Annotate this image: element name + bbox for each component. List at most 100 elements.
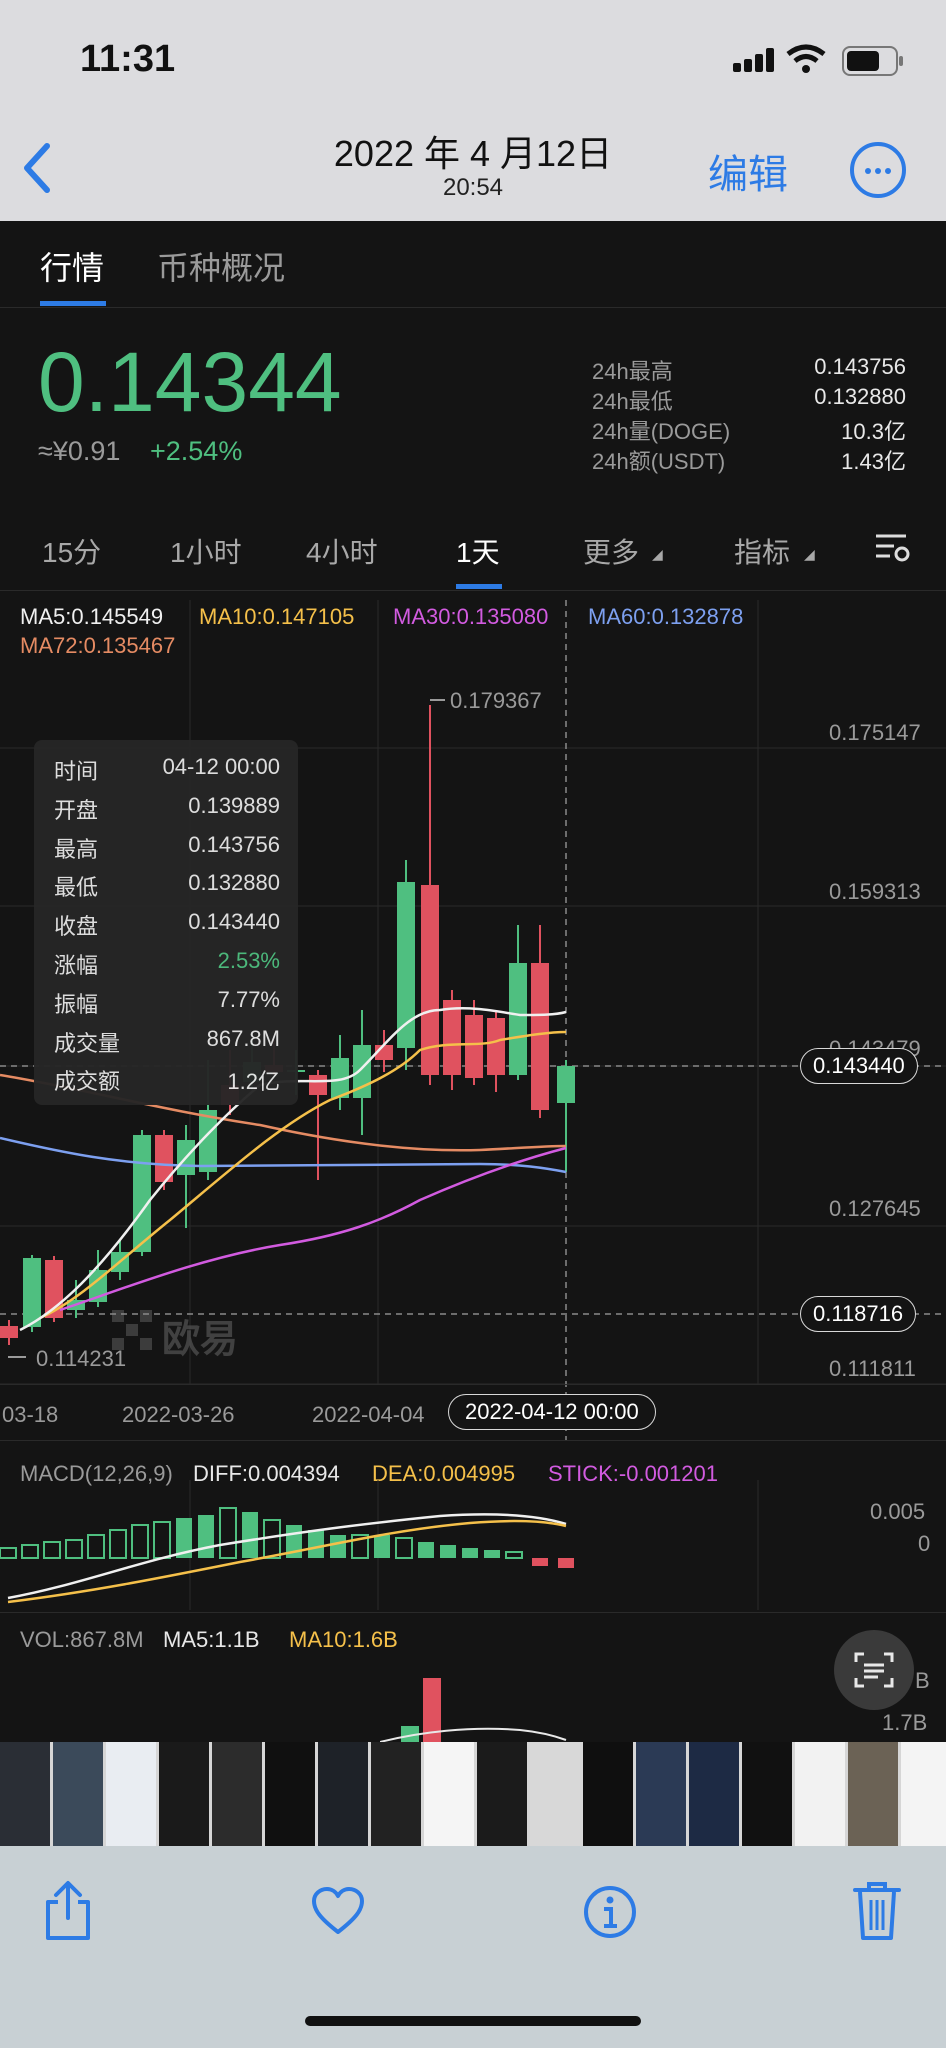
photo-thumbnail[interactable] [106,1742,156,1846]
timeframe-15m[interactable]: 15分 [42,537,102,568]
indicators-caret-icon: ◢ [804,546,815,562]
macd-bar [109,1529,127,1559]
more-options-icon[interactable] [850,142,906,198]
photo-thumbnail[interactable] [0,1742,50,1846]
macd-stick: STICK:-0.001201 [548,1461,718,1486]
photo-thumbnail[interactable] [212,1742,262,1846]
candle-body [0,1326,18,1338]
photo-thumbnail[interactable] [636,1742,686,1846]
photo-thumbnail[interactable] [742,1742,792,1846]
timeframe-4h[interactable]: 4小时 [306,537,378,568]
photo-thumbnail[interactable] [583,1742,633,1846]
stat-value-high: 0.143756 [814,354,906,379]
photo-thumbnail[interactable] [371,1742,421,1846]
live-text-scan-button[interactable] [834,1630,914,1710]
candle-body [421,885,439,1075]
tab-market[interactable]: 行情 [40,250,105,286]
divider [0,1612,946,1613]
stat-value-amount: 1.43亿 [841,449,906,474]
photo-thumbnail[interactable] [265,1742,315,1846]
macd-bar [198,1515,214,1558]
low-mark-label: 0.114231 [36,1346,127,1371]
divider [0,1440,946,1441]
macd-bar [351,1534,369,1559]
text-scan-icon [854,1652,894,1688]
delete-trash-icon[interactable] [852,1878,902,1942]
tooltip-row: 收盘 0.143440 [54,909,280,939]
back-chevron-icon[interactable] [20,142,54,194]
macd-bar [131,1524,149,1559]
date-axis-label: 2022-03-26 [122,1402,235,1427]
candle-body [509,963,527,1075]
photo-thumbnail[interactable] [424,1742,474,1846]
candle-body [443,1000,461,1075]
battery-icon [842,46,903,76]
edit-button[interactable]: 编辑 [708,153,788,197]
price-cny: ≈¥0.91 [38,436,121,466]
watermark-text: 欧易 [162,1319,239,1361]
timeframe-1d[interactable]: 1天 [456,537,500,568]
thumbnail-strip[interactable] [0,1742,946,1846]
vol-title: VOL:867.8M [20,1627,144,1652]
timeframe-1h[interactable]: 1小时 [170,537,242,568]
ma30-line [59,1146,567,1312]
macd-bar [242,1512,258,1558]
share-icon[interactable] [42,1880,94,1942]
candle-body [199,1110,217,1172]
candle-body [487,1018,505,1075]
cellular-signal-icon [733,48,775,72]
photo-thumbnail[interactable] [689,1742,739,1846]
photo-time: 20:54 [442,174,504,201]
vol-ma5: MA5:1.1B [163,1627,260,1652]
macd-bar [330,1535,346,1558]
photo-thumbnail[interactable] [530,1742,580,1846]
macd-diff: DIFF:0.004394 [193,1461,340,1486]
stat-label-low: 24h最低 [592,389,673,414]
divider [0,307,946,308]
date-axis-label: 2022-04-04 [312,1402,425,1427]
macd-bar [440,1545,456,1558]
date-axis-label: 03-18 [2,1402,59,1427]
price-axis-label: 0.111811 [829,1356,916,1381]
macd-bar [484,1550,500,1558]
indicators-button[interactable]: 指标 [734,537,791,568]
photo-thumbnail[interactable] [795,1742,845,1846]
macd-bar [462,1548,478,1558]
stat-value-low: 0.132880 [814,384,906,409]
macd-title: MACD(12,26,9) [20,1461,173,1486]
macd-bar [505,1551,523,1559]
current-price-pill: 0.143440 [800,1048,918,1084]
tab-coin-overview[interactable]: 币种概况 [157,250,286,286]
price-change: +2.54% [150,436,243,466]
macd-bar [219,1507,237,1559]
chart-settings-icon[interactable] [872,530,912,566]
macd-axis-label: 0 [918,1531,931,1556]
candle-tooltip: 时间 04-12 00:00 开盘 0.139889 最高 0.143756 最低 0.… [34,740,298,1105]
vol-ma10: MA10:1.6B [289,1627,398,1652]
photo-thumbnail[interactable] [848,1742,898,1846]
macd-bar [0,1547,17,1559]
photo-thumbnail[interactable] [318,1742,368,1846]
candle-body [309,1075,327,1095]
photo-thumbnail[interactable] [53,1742,103,1846]
vol-bar [423,1678,441,1742]
home-indicator [305,2016,641,2026]
tooltip-row: 最低 0.132880 [54,870,280,900]
timeframe-more[interactable]: 更多 [583,537,640,568]
ma5-line [19,1007,567,1332]
macd-bar [418,1542,434,1558]
favorite-heart-icon[interactable] [310,1886,366,1936]
wifi-icon [786,44,826,73]
stat-label-amount: 24h额(USDT) [592,449,726,474]
ma60-line [0,1136,567,1174]
info-icon[interactable] [582,1884,638,1940]
more-caret-icon: ◢ [652,546,663,562]
ma5-legend: MA5:0.145549 [20,604,164,629]
macd-bar [21,1544,39,1559]
ma10-line [39,1030,567,1320]
candle-body [133,1135,151,1252]
photo-thumbnail[interactable] [477,1742,527,1846]
photo-thumbnail[interactable] [901,1742,946,1846]
photo-thumbnail[interactable] [159,1742,209,1846]
candle-body [155,1135,173,1182]
